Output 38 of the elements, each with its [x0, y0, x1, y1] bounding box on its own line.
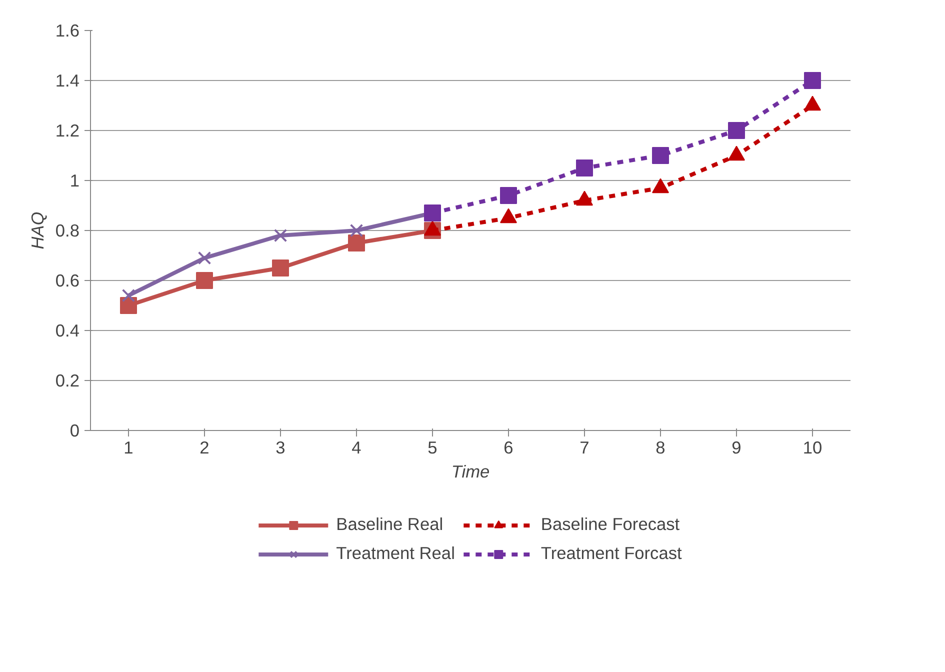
point: [350, 224, 364, 238]
x-tick-label: 4: [352, 438, 362, 458]
point: [272, 260, 289, 276]
x-tick-label: 9: [732, 438, 742, 458]
y-tick-label: 1.2: [55, 120, 80, 140]
legend-label: Baseline Real: [336, 514, 444, 535]
x-tick-label: 6: [504, 438, 514, 458]
x-tick-label: 7: [580, 438, 590, 458]
point: [122, 288, 136, 302]
legend-label: Baseline Forecast: [540, 514, 680, 535]
x-tick-label: 2: [200, 438, 210, 458]
x-tick-label: 5: [428, 438, 438, 458]
y-tick-label: 0.8: [55, 220, 80, 240]
point: [348, 234, 365, 252]
point: [500, 187, 517, 204]
x-tick-label: 3: [276, 438, 286, 458]
point: [198, 251, 212, 265]
x-tick-label: 10: [802, 438, 822, 458]
legend-label: Treatment Real: [336, 543, 455, 564]
y-tick-label: 0.6: [55, 270, 80, 290]
y-tick-label: 1.6: [55, 20, 80, 40]
point: [804, 72, 821, 89]
y-axis-title: HAQ: [27, 212, 48, 250]
legend-label: Treatment Forcast: [540, 543, 682, 564]
x-axis-title: Time: [451, 462, 490, 482]
y-tick-label: 0.2: [55, 370, 80, 390]
y-tick-label: 0: [70, 420, 80, 440]
point: [728, 122, 745, 139]
y-tick-label: 1.4: [55, 70, 80, 90]
x-tick-label: 8: [656, 438, 666, 458]
y-tick-label: 0.4: [55, 320, 80, 340]
y-tick-label: 1: [70, 170, 80, 190]
point: [576, 160, 593, 176]
x-tick-label: 1: [124, 438, 134, 458]
point: [196, 272, 213, 289]
point: [120, 297, 137, 314]
point: [274, 228, 288, 242]
point: [652, 147, 669, 164]
